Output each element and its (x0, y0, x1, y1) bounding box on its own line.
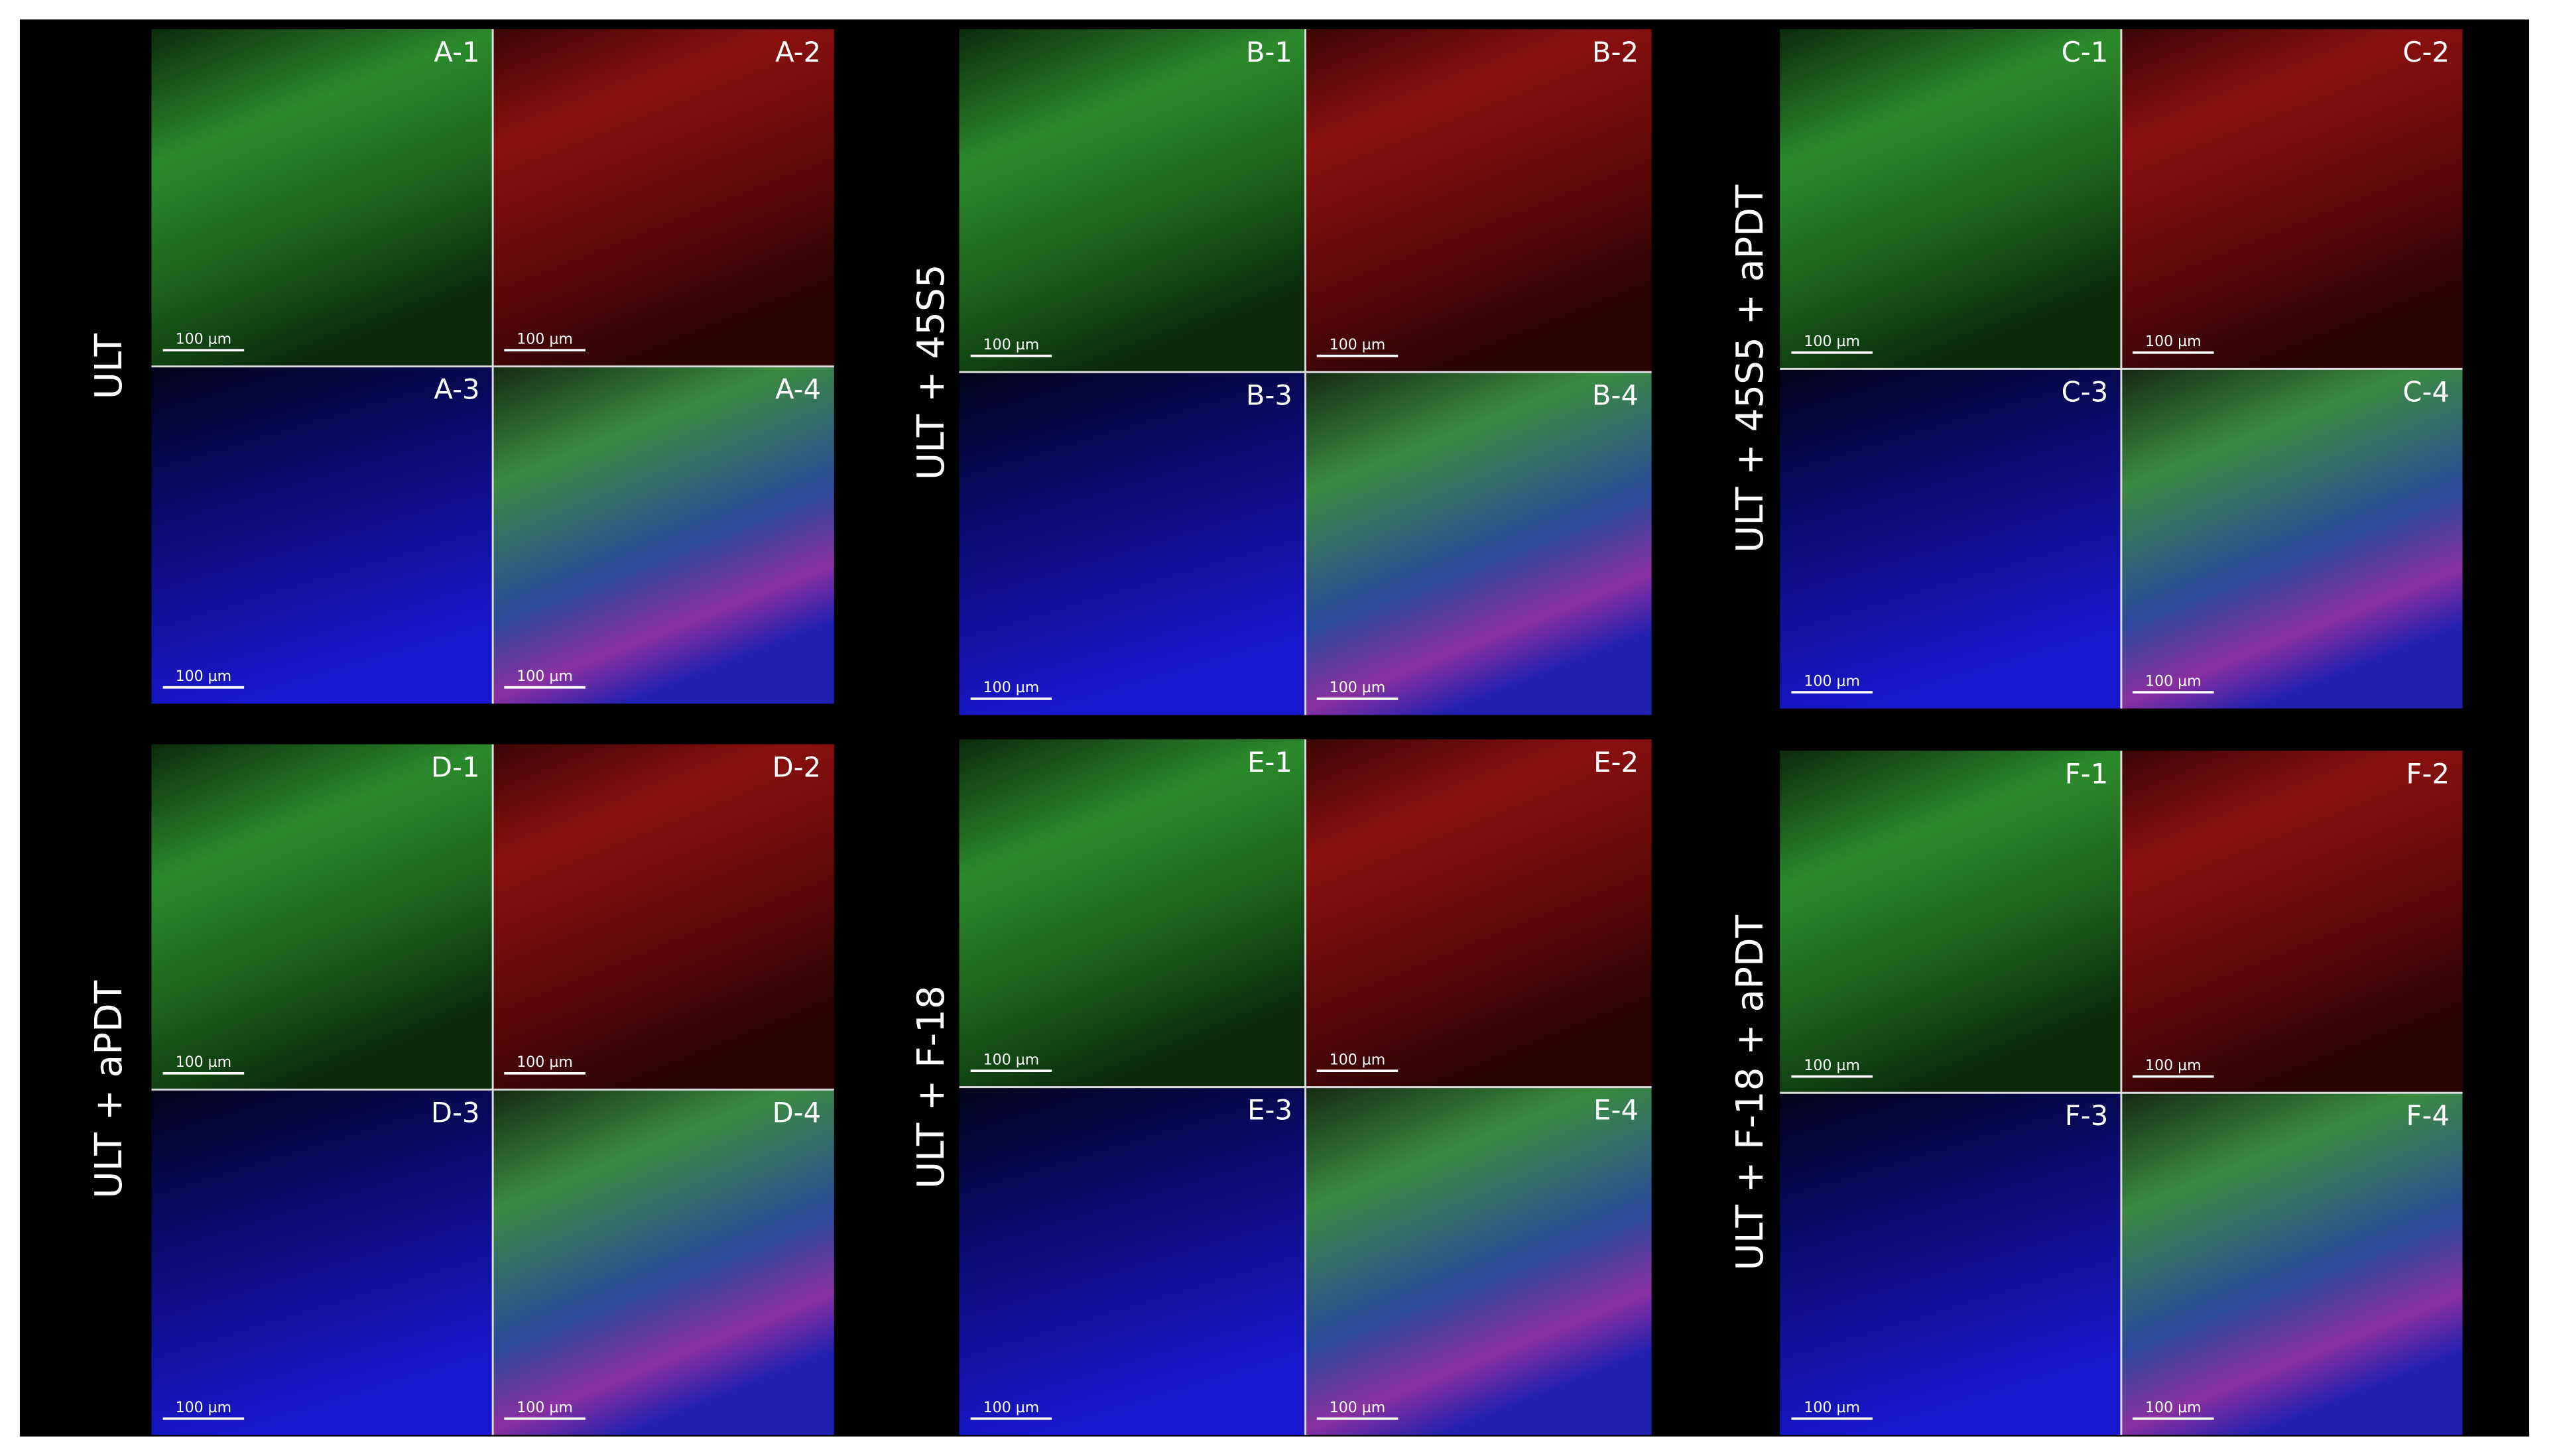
scale-bar-label: 100 µm (1330, 337, 1386, 353)
scale-bar-label: 100 µm (983, 337, 1040, 353)
panel-label: F-4 (2406, 1099, 2450, 1132)
micrograph (151, 1089, 493, 1435)
group-label: ULT + aPDT (88, 980, 131, 1198)
micrograph (493, 744, 834, 1090)
scale-bar-label: 100 µm (517, 1054, 573, 1071)
scale-bar-label: 100 µm (2145, 673, 2202, 690)
panel-label: A-4 (775, 373, 821, 406)
group-label: ULT + F-18 + aPDT (1729, 915, 1772, 1271)
panel-label: B-4 (1592, 379, 1639, 411)
group-label: ULT + F-18 (910, 985, 953, 1189)
scale-bar-label: 100 µm (1804, 334, 1860, 350)
scale-bar-label: 100 µm (517, 668, 573, 685)
scale-bar-label: 100 µm (1330, 1052, 1386, 1068)
panel-label: D-4 (773, 1096, 822, 1128)
micrograph (1780, 29, 2121, 369)
scale-bar-label: 100 µm (983, 680, 1040, 696)
panel-label: D-3 (431, 1096, 480, 1128)
panel-label: C-1 (2062, 36, 2109, 68)
group-label: ULT + 45S5 (910, 264, 953, 480)
micrograph (151, 366, 493, 704)
panel-label: D-2 (773, 751, 822, 784)
scale-bar-label: 100 µm (517, 331, 573, 347)
panel-label: C-3 (2062, 375, 2109, 408)
micrograph (2121, 29, 2463, 369)
scale-bar-label: 100 µm (2145, 334, 2202, 350)
scale-bar-label: 100 µm (983, 1052, 1040, 1068)
micrograph (1305, 29, 1652, 373)
panel-label: E-4 (1593, 1094, 1639, 1126)
micrograph (493, 29, 834, 367)
micrograph (1780, 751, 2121, 1093)
scale-bar-label: 100 µm (1330, 1400, 1386, 1416)
panel-label: A-2 (775, 36, 821, 68)
scale-bar-label: 100 µm (983, 1400, 1040, 1416)
micrograph (1305, 1087, 1652, 1435)
scale-bar-label: 100 µm (1330, 680, 1386, 696)
panel-label: F-2 (2406, 757, 2450, 790)
micrograph (959, 739, 1306, 1087)
micrograph (1305, 372, 1652, 715)
scale-bar-label: 100 µm (176, 1400, 232, 1416)
group-label: ULT + 45S5 + aPDT (1729, 184, 1772, 553)
scale-bar-label: 100 µm (1804, 1400, 1860, 1416)
micrograph (959, 372, 1306, 715)
micrograph (1780, 1093, 2121, 1435)
micrograph (2121, 751, 2463, 1093)
panel-label: B-3 (1246, 379, 1292, 411)
scale-bar-label: 100 µm (176, 668, 232, 685)
group-label: ULT (88, 333, 131, 399)
panel-label: E-3 (1247, 1094, 1292, 1126)
scale-bar-label: 100 µm (2145, 1058, 2202, 1074)
micrograph (151, 744, 493, 1090)
panel-label: A-3 (434, 373, 479, 406)
micrograph (2121, 369, 2463, 709)
micrograph (493, 366, 834, 704)
panel-label: B-1 (1246, 36, 1292, 68)
panel-label: A-1 (434, 36, 479, 68)
micrograph (959, 29, 1306, 373)
micrograph (959, 1087, 1306, 1435)
panel-label: D-1 (431, 751, 480, 784)
panel-label: C-4 (2402, 375, 2450, 408)
panel-label: E-2 (1593, 746, 1639, 778)
panel-label: B-2 (1592, 36, 1639, 68)
micrograph (1305, 739, 1652, 1087)
micrograph (493, 1089, 834, 1435)
micrograph (1780, 369, 2121, 709)
scale-bar-label: 100 µm (1804, 1058, 1860, 1074)
scale-bar-label: 100 µm (176, 1054, 232, 1071)
scale-bar-label: 100 µm (1804, 673, 1860, 690)
scale-bar-label: 100 µm (517, 1400, 573, 1416)
panel-label: C-2 (2402, 36, 2450, 68)
scale-bar-label: 100 µm (176, 331, 232, 347)
panel-label: E-1 (1247, 746, 1292, 778)
panel-label: F-3 (2065, 1099, 2109, 1132)
micrograph (2121, 1093, 2463, 1435)
scale-bar-label: 100 µm (2145, 1400, 2202, 1416)
panel-label: F-1 (2065, 757, 2109, 790)
micrograph (151, 29, 493, 367)
